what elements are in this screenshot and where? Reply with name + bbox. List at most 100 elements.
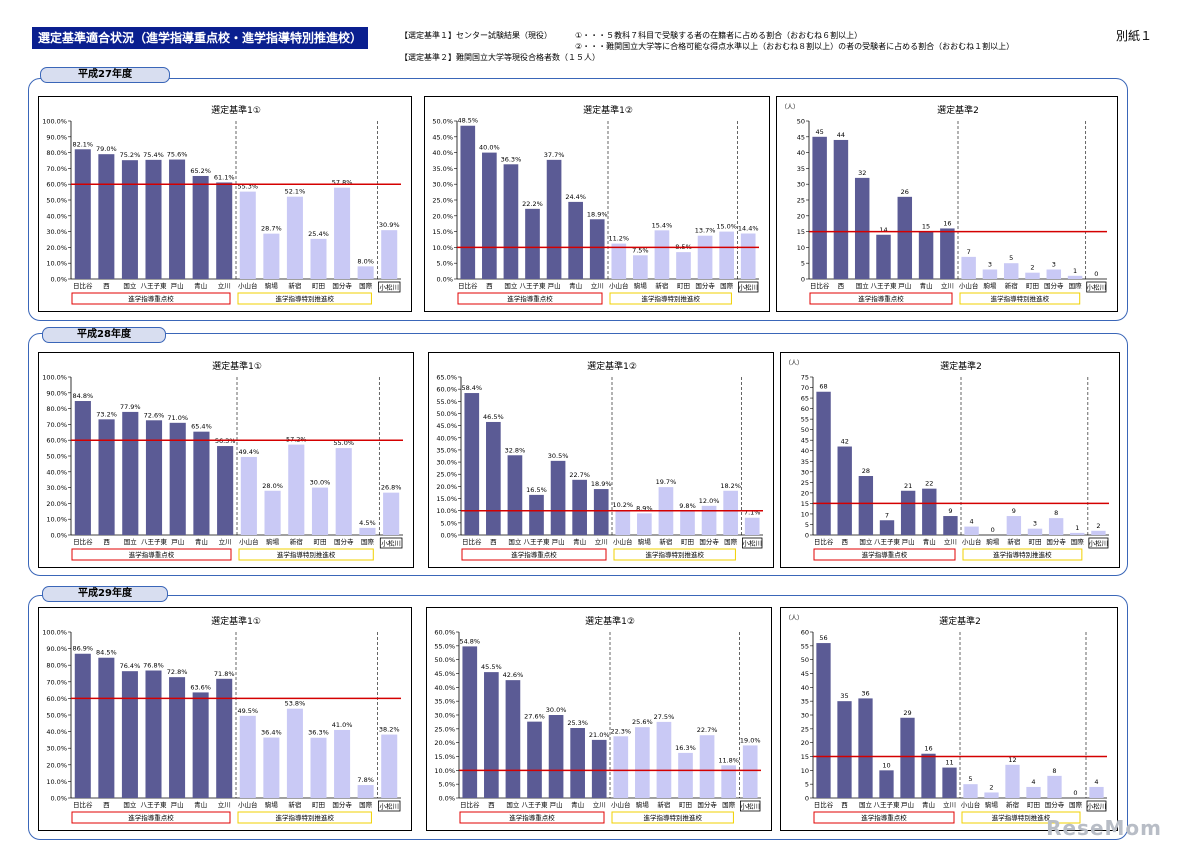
c2-2-bar: [1026, 786, 1041, 798]
c1-1-bar: [723, 490, 738, 535]
c0-2-bar: [982, 269, 998, 279]
c1-2-ytick-label: 30: [801, 468, 809, 476]
c0-2-standalone-label: 小松川: [1087, 283, 1107, 292]
c1-2-ytick-label: 50: [801, 426, 809, 434]
c2-1-group-box-priority: [459, 811, 605, 824]
c1-1-data-label: 8.9%: [636, 504, 653, 512]
c1-1-x-tick-label: 西: [490, 538, 497, 546]
c1-0-ytick-label: 60.0%: [46, 437, 67, 445]
criteria-1-label: 【選定基準１】センター試験結果（現役）: [400, 31, 552, 40]
c1-0-x-tick-label: 小山台: [239, 537, 259, 546]
year-panel-h27: [28, 78, 1128, 321]
c0-2-x-tick-label: 八王子東: [871, 281, 898, 290]
c2-1-ytick-label: 40.0%: [434, 684, 455, 692]
c2-0-data-label: 38.2%: [379, 726, 400, 734]
c0-1-x-tick-label: 小山台: [609, 281, 629, 290]
c2-1-bar: [505, 680, 521, 798]
c0-0-data-label: 61.1%: [214, 173, 235, 181]
c2-1-data-label: 22.3%: [610, 727, 631, 735]
page-label: 別紙１: [1115, 29, 1152, 43]
c2-1-x-tick-label: 戸山: [550, 800, 563, 809]
c1-1-x-tick-label: 国際: [724, 537, 738, 546]
c0-1-group-box-priority: [457, 292, 603, 305]
c0-0-bar: [357, 266, 374, 279]
c0-0-bar: [74, 149, 91, 279]
c1-0-data-label: 73.2%: [96, 410, 117, 418]
c1-2-data-label: 7: [885, 511, 889, 519]
c0-0-title: 選定基準1①: [211, 104, 261, 116]
c0-0-ytick-label: 50.0%: [46, 197, 67, 205]
c0-2-bar: [1067, 275, 1083, 279]
c2-0-x-tick-label: 小山台: [238, 800, 257, 809]
c1-1-bar: [507, 455, 523, 535]
c1-2-group-box-special: [962, 548, 1083, 561]
c1-1-x-tick-label: 新宿: [659, 537, 673, 546]
c1-1-data-label: 16.5%: [526, 486, 547, 494]
watermark-logo: ReseMom: [1046, 816, 1162, 840]
c1-2-ytick-label: 45: [801, 437, 809, 445]
c0-2-data-label: 44: [837, 131, 845, 139]
c1-1-ytick-label: 20.0%: [436, 483, 457, 491]
c1-0-x-tick-label: 町田: [314, 538, 327, 546]
c1-1-bar: [680, 511, 695, 535]
c2-2-x-tick-label: 八王子東: [874, 800, 901, 809]
c1-0-bar: [74, 401, 91, 535]
c2-2-group-box-special: [961, 811, 1081, 824]
c2-2-x-tick-label: 日比谷: [814, 800, 834, 809]
criteria-1-item-1: ①・・・５教科７科目で受験する者の在籍者に占める割合（おおむね６割以上）: [575, 31, 863, 40]
c1-0-ytick-label: 50.0%: [46, 453, 67, 461]
chart-h28-criteria-1-2: 選定基準1② 0.0% 5.0% 10.0% 15.0% 20.0% 25.0% 30.0% 3…: [428, 352, 774, 568]
c0-2-x-tick-label: 戸山: [898, 281, 911, 290]
c2-1-data-label: 42.6%: [503, 671, 524, 679]
c1-0-data-label: 65.4%: [191, 423, 212, 431]
c2-0-x-tick-label: 立川: [218, 800, 231, 809]
c1-2-x-tick-label: 立川: [944, 537, 957, 546]
chart-h27-criteria-1-1: 選定基準1① 0.0% 10.0% 20.0% 30.0% 40.0% 50.0% 60.0%…: [38, 96, 412, 312]
c2-0-standalone-label: 小松川: [379, 802, 399, 811]
c0-2-group-label-priority: 進学指導重点校: [858, 294, 904, 303]
c2-1-x-tick-label: 西: [488, 801, 495, 809]
c0-0-ytick-label: 60.0%: [46, 181, 67, 189]
c1-1-data-label: 30.5%: [548, 452, 569, 460]
c2-2-group-label-priority: 進学指導重点校: [861, 813, 907, 822]
c0-0-x-tick-label: 駒場: [265, 281, 279, 290]
c0-0-data-label: 75.4%: [143, 151, 164, 159]
c2-2-data-label: 56: [819, 634, 827, 642]
c2-2-bar: [879, 770, 894, 798]
c0-1-x-tick-label: 国立: [504, 281, 518, 290]
c1-0-ytick-label: 70.0%: [46, 421, 67, 429]
c1-0-x-tick-label: 青山: [195, 537, 208, 546]
c2-2-data-label: 0: [1073, 789, 1077, 797]
c1-0-x-tick-label: 八王子東: [141, 537, 168, 546]
c0-1-bar: [589, 219, 605, 279]
c0-1-bar: [568, 201, 583, 279]
c2-1-x-tick-label: 日比谷: [460, 800, 480, 809]
c2-2-data-label: 11: [945, 759, 953, 767]
c1-2-ytick-label: 10: [801, 510, 809, 518]
c0-0-bar: [145, 159, 162, 279]
c2-0-bar: [169, 677, 186, 798]
c2-2-x-tick-label: 立川: [943, 800, 956, 809]
c0-1-ytick-label: 35.0%: [432, 165, 453, 173]
c0-2-data-label: 2: [1030, 264, 1034, 272]
c2-0-group-box-priority: [71, 811, 231, 824]
c1-0-x-tick-label: 日比谷: [73, 537, 93, 546]
c0-0-bar: [381, 230, 398, 279]
c2-0-data-label: 36.4%: [261, 729, 282, 737]
c1-0-data-label: 72.6%: [144, 411, 165, 419]
c1-0-ytick-label: 30.0%: [46, 484, 67, 492]
c1-1-data-label: 7.1%: [744, 509, 761, 517]
c1-0-x-tick-label: 国立: [124, 537, 137, 546]
c2-1-x-tick-label: 八王子東: [522, 800, 549, 809]
c0-0-ytick-label: 100.0%: [42, 118, 67, 126]
c1-2-ytick-label: 65: [801, 395, 809, 403]
c2-0-x-tick-label: 国際: [359, 800, 373, 809]
c2-2-x-tick-label: 西: [841, 801, 848, 809]
c0-2-group-label-special: 進学指導特別推進校: [991, 294, 1050, 303]
c0-2-bar: [1003, 263, 1019, 279]
c1-2-standalone-label: 小松川: [1089, 539, 1109, 548]
c0-2-x-tick-label: 立川: [941, 281, 954, 290]
c2-0-data-label: 53.8%: [285, 700, 306, 708]
c0-1-bar: [697, 235, 713, 279]
chart-h29-criteria-2: 選定基準2 （人） 0 5 10 15 20 25 30 35 40 45 50 55 60 56 日比谷 35 西…: [780, 607, 1118, 831]
